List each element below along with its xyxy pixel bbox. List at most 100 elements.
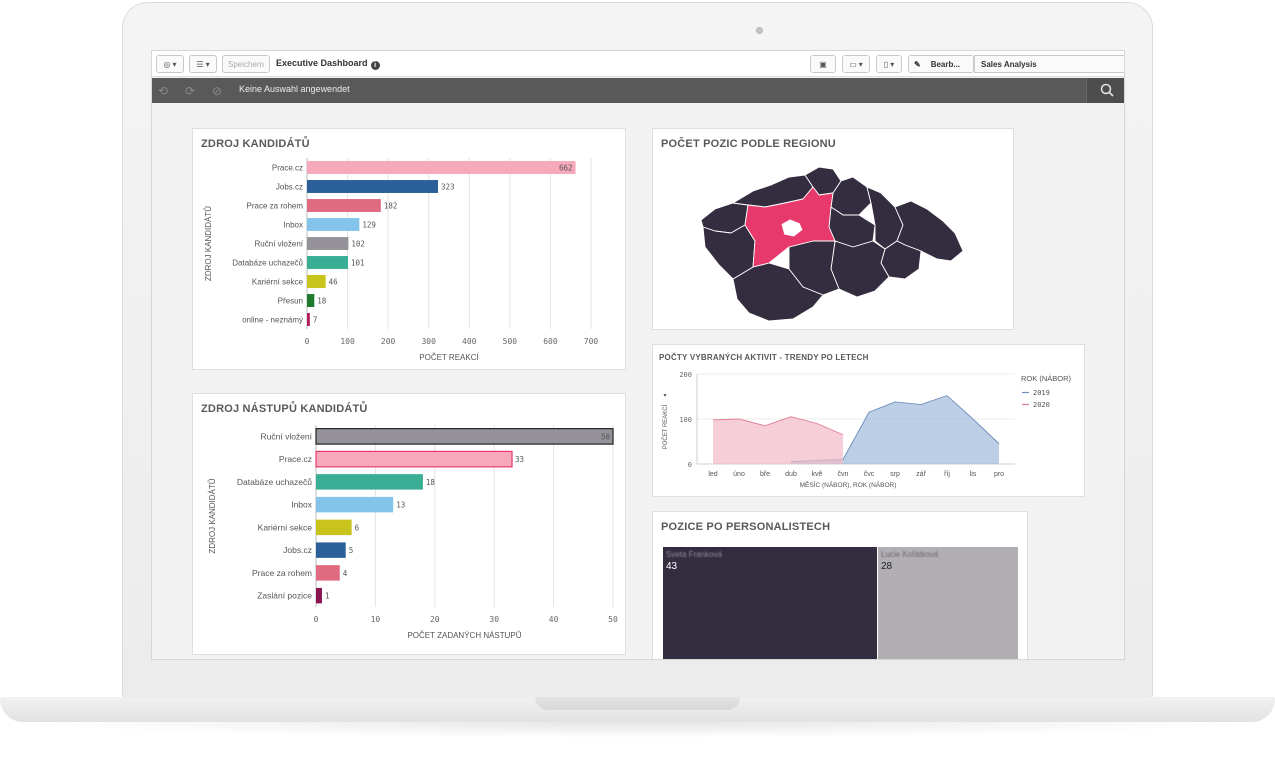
data-label: 18 xyxy=(426,478,436,487)
bar xyxy=(307,237,349,250)
x-tick-label: bře xyxy=(760,471,770,478)
data-label: 18 xyxy=(317,297,327,306)
bar xyxy=(307,199,381,212)
data-label: 5 xyxy=(349,546,354,555)
bar xyxy=(316,542,346,558)
panel-title: POČET POZIC PODLE REGIONU xyxy=(661,138,836,150)
navigation-button[interactable]: ◎ ▾ xyxy=(156,55,184,73)
category-label: Zaslání pozice xyxy=(257,591,312,601)
bar xyxy=(307,218,360,231)
app-title: Executive Dashboard i xyxy=(276,58,380,70)
y-tick-label: 200 xyxy=(679,371,692,379)
category-label: Přesun xyxy=(278,297,303,306)
edit-button[interactable]: ✎ Bearb... xyxy=(908,55,974,73)
x-tick-label: zář xyxy=(916,471,926,478)
x-tick-label: kvě xyxy=(812,471,823,478)
selection-status: Keine Auswahl angewendet xyxy=(239,84,350,94)
category-label: Inbox xyxy=(283,221,303,230)
step-back-icon[interactable]: ⟲ xyxy=(158,84,169,98)
category-label: Jobs.cz xyxy=(283,545,312,555)
category-label: Inbox xyxy=(291,500,313,510)
bar xyxy=(316,565,340,581)
candidate-source-chart[interactable]: 0 100 200 300 400 500 600 700 Prace.cz 662 Jobs.cz… xyxy=(193,129,627,371)
bookmark-button[interactable]: ▯ ▾ xyxy=(876,55,902,73)
x-tick-label: 300 xyxy=(421,337,436,346)
x-tick-label: lis xyxy=(970,471,977,478)
category-label: Kariérní sekce xyxy=(252,278,304,287)
bar xyxy=(307,294,315,307)
x-tick-label: 0 xyxy=(305,337,310,346)
bar xyxy=(315,428,614,445)
data-label: 13 xyxy=(396,501,405,510)
panel-title: POZICE PO PERSONALISTECH xyxy=(661,521,831,533)
bar xyxy=(316,519,352,536)
category-label: online - neznámý xyxy=(242,316,303,325)
data-label: 33 xyxy=(515,455,524,464)
trend-panel[interactable]: POČTY VYBRANÝCH AKTIVIT - TRENDY PO LETE… xyxy=(652,344,1085,497)
caret-icon: ▾ xyxy=(858,59,863,69)
series-line xyxy=(712,416,844,436)
caret-icon: ▾ xyxy=(205,59,210,69)
x-tick-label: 30 xyxy=(489,615,499,624)
recruiter-treemap[interactable]: Sveta Franková 43 Lucie Kořátková 28 xyxy=(653,512,1029,660)
info-icon[interactable]: i xyxy=(370,61,380,70)
czech-region-map[interactable] xyxy=(653,129,1015,331)
tile-name: Sveta Franková xyxy=(666,550,723,559)
panel-title: ZDROJ KANDIDÁTŮ xyxy=(201,138,310,150)
data-label: 4 xyxy=(343,569,348,578)
x-tick-label: 0 xyxy=(314,615,319,624)
candidate-source-panel[interactable]: ZDROJ KANDIDÁTŮ 0 100 200 300 400 500 600 700 Pr… xyxy=(192,128,626,370)
edit-label: Bearb... xyxy=(930,59,961,69)
snapshot-button[interactable]: ▣ xyxy=(810,55,836,73)
x-tick-label: 600 xyxy=(543,337,558,346)
hires-source-chart[interactable]: 0 10 20 30 40 50 Ruční vložení 50 Prace.cz 33 Data… xyxy=(193,394,627,656)
step-forward-icon[interactable]: ⟳ xyxy=(185,84,196,98)
x-tick-label: 20 xyxy=(430,615,440,624)
x-tick-label: 100 xyxy=(340,337,355,346)
data-label: 46 xyxy=(329,278,339,287)
bar xyxy=(307,275,326,288)
x-tick-label: úno xyxy=(733,471,745,478)
x-tick-label: 10 xyxy=(371,615,381,624)
compass-icon: ◎ xyxy=(163,59,171,69)
bar xyxy=(307,161,576,174)
data-label: 102 xyxy=(351,240,365,249)
hires-source-panel[interactable]: ZDROJ NÁSTUPŮ KANDIDÁTŮ 0 10 20 30 40 50 Ruční… xyxy=(192,393,626,655)
x-tick-label: říj xyxy=(944,471,950,478)
sort-caret-icon: ▾ xyxy=(663,393,666,399)
category-label: Kariérní sekce xyxy=(258,522,313,532)
category-label: Databáze uchazečů xyxy=(232,259,303,268)
x-tick-label: 40 xyxy=(549,615,559,624)
clear-selections-icon[interactable]: ⊘ xyxy=(212,84,223,98)
x-axis-title: POČET REAKCÍ xyxy=(419,353,479,362)
bar xyxy=(307,180,439,193)
app-selector[interactable]: Sales Analysis xyxy=(974,55,1124,73)
pencil-icon: ✎ xyxy=(914,59,921,69)
tile-value: 28 xyxy=(881,561,893,572)
x-tick-label: 400 xyxy=(462,337,477,346)
x-tick-label: pro xyxy=(994,471,1004,478)
trend-area-chart[interactable]: 0 100 200 led úno bře dub kvě čvn čvc srp zář říj lis… xyxy=(653,345,1086,498)
x-tick-label: čvc xyxy=(864,471,875,478)
recruiter-panel[interactable]: POZICE PO PERSONALISTECH Sveta Franková 4… xyxy=(652,511,1029,660)
save-button[interactable]: Speichern xyxy=(222,55,270,73)
tile-name: Lucie Kořátková xyxy=(881,550,939,559)
presentation-button[interactable]: ▭ ▾ xyxy=(842,55,870,73)
search-button[interactable] xyxy=(1086,78,1124,103)
category-label: Ruční vložení xyxy=(261,431,313,441)
region-plzensky xyxy=(702,224,756,280)
bar xyxy=(316,474,423,490)
legend-entry: 2019 xyxy=(1033,389,1050,397)
x-tick-label: 500 xyxy=(503,337,518,346)
series-area xyxy=(713,416,843,464)
menu-button[interactable]: ☰ ▾ xyxy=(189,55,217,73)
data-label: 50 xyxy=(601,432,611,441)
laptop-notch xyxy=(535,697,740,710)
x-axis-title: POČET ZADANÝCH NÁSTUPŮ xyxy=(407,631,521,640)
y-tick-label: 0 xyxy=(688,461,692,469)
region-map-panel[interactable]: POČET POZIC PODLE REGIONU xyxy=(652,128,1014,330)
search-icon xyxy=(1100,83,1114,97)
bookmark-icon: ▯ xyxy=(883,59,889,69)
treemap-tile xyxy=(878,547,1018,659)
list-icon: ☰ xyxy=(196,59,204,69)
